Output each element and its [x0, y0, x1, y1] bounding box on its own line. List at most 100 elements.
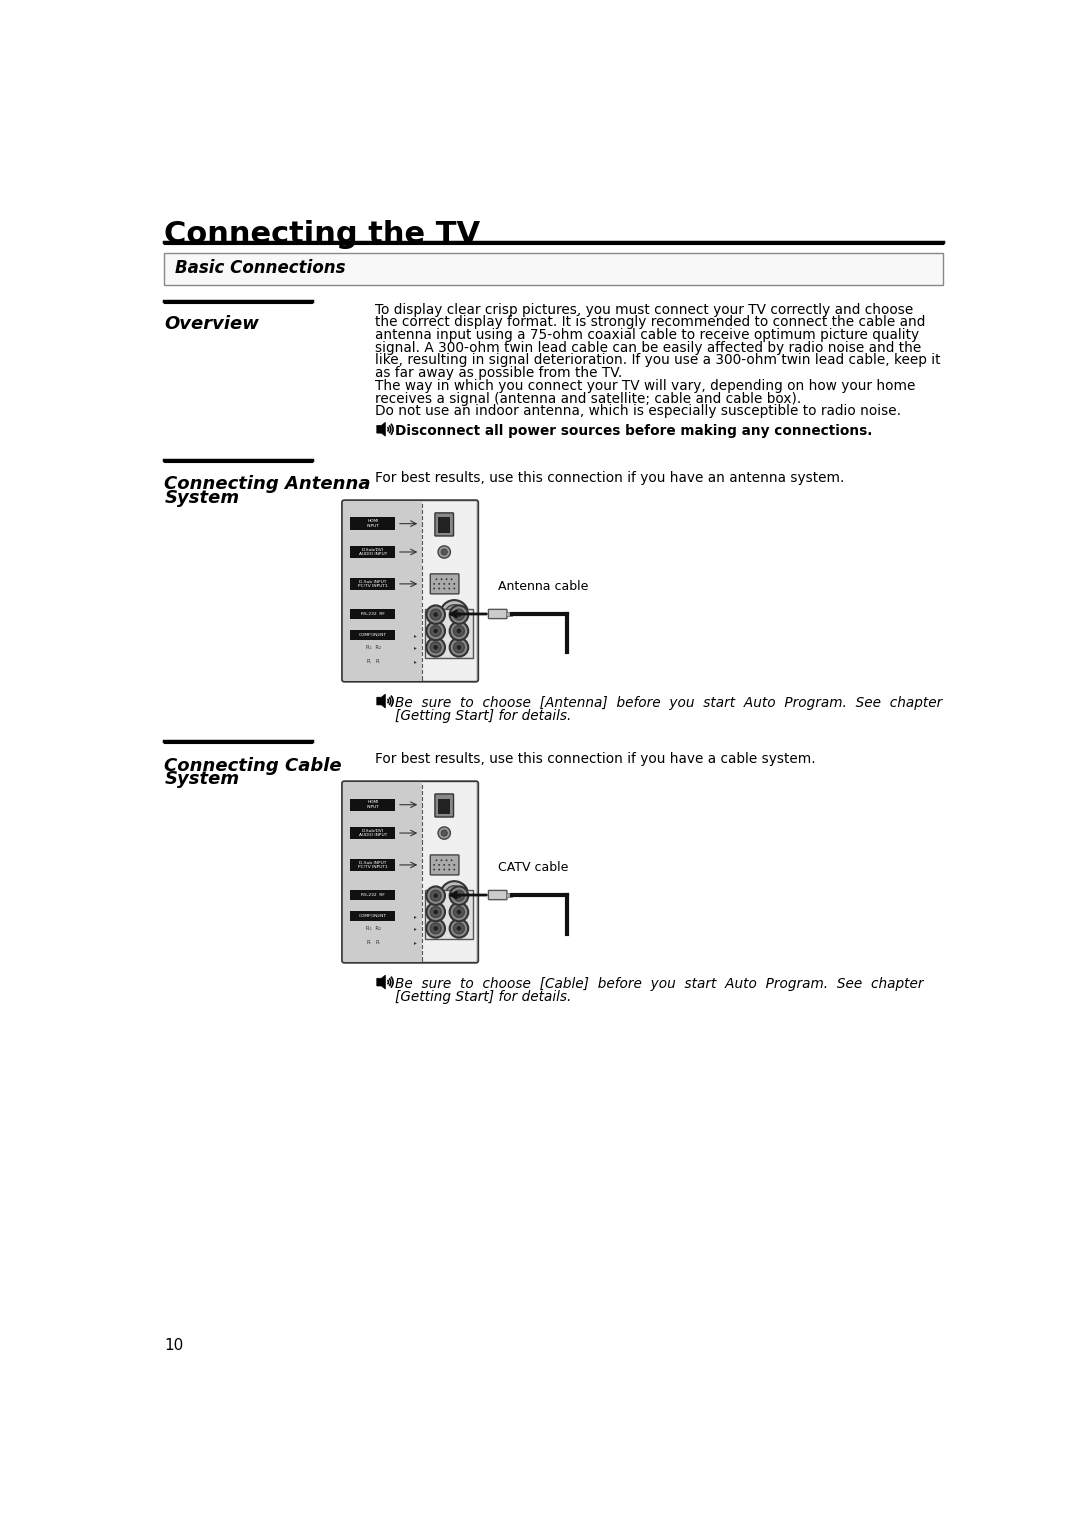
- Text: Be  sure  to  choose  [Cable]  before  you  start  Auto  Program.  See  chapter: Be sure to choose [Cable] before you sta…: [395, 977, 923, 991]
- FancyBboxPatch shape: [488, 890, 507, 899]
- Circle shape: [454, 588, 456, 589]
- Polygon shape: [377, 976, 386, 989]
- Circle shape: [445, 886, 463, 904]
- Bar: [507, 612, 512, 617]
- Bar: [164, 252, 943, 286]
- Text: System: System: [164, 489, 240, 507]
- Circle shape: [451, 892, 458, 898]
- Text: D-Sub/DVI
AUDIO INPUT: D-Sub/DVI AUDIO INPUT: [359, 829, 387, 837]
- Circle shape: [454, 609, 464, 620]
- Text: D-Sub INPUT
PC/TV INPUT1: D-Sub INPUT PC/TV INPUT1: [359, 861, 388, 869]
- FancyBboxPatch shape: [435, 513, 454, 536]
- Circle shape: [430, 892, 437, 899]
- Text: as far away as possible from the TV.: as far away as possible from the TV.: [375, 366, 622, 380]
- Circle shape: [443, 588, 445, 589]
- Text: For best results, use this connection if you have an antenna system.: For best results, use this connection if…: [375, 470, 845, 486]
- Circle shape: [449, 621, 469, 640]
- Text: ▸: ▸: [414, 913, 417, 919]
- Circle shape: [457, 629, 461, 634]
- Circle shape: [430, 609, 441, 620]
- Text: CATV cable: CATV cable: [499, 861, 569, 875]
- Circle shape: [438, 588, 441, 589]
- Circle shape: [449, 605, 469, 625]
- Circle shape: [441, 548, 447, 556]
- Text: HDMI
INPUT: HDMI INPUT: [366, 519, 379, 528]
- Bar: [350, 577, 395, 589]
- Polygon shape: [377, 423, 386, 437]
- FancyBboxPatch shape: [342, 782, 478, 964]
- Circle shape: [451, 611, 458, 617]
- Text: the correct display format. It is strongly recommended to connect the cable and: the correct display format. It is strong…: [375, 315, 926, 330]
- Circle shape: [427, 621, 445, 640]
- FancyBboxPatch shape: [435, 794, 454, 817]
- Circle shape: [449, 919, 469, 938]
- Bar: [507, 893, 512, 898]
- Text: Connecting the TV: Connecting the TV: [164, 220, 481, 249]
- Circle shape: [449, 902, 469, 921]
- Circle shape: [450, 579, 453, 580]
- Circle shape: [441, 881, 469, 909]
- Text: RS-232  RF: RS-232 RF: [361, 893, 384, 896]
- Circle shape: [430, 641, 441, 652]
- Polygon shape: [377, 695, 386, 709]
- Text: ▸: ▸: [414, 644, 417, 651]
- Text: To display clear crisp pictures, you must connect your TV correctly and choose: To display clear crisp pictures, you mus…: [375, 302, 914, 316]
- Circle shape: [430, 626, 441, 637]
- Text: antenna input using a 75-ohm coaxial cable to receive optimum picture quality: antenna input using a 75-ohm coaxial cab…: [375, 328, 919, 342]
- Bar: [424, 609, 473, 658]
- Text: D-Sub INPUT
PC/TV INPUT1: D-Sub INPUT PC/TV INPUT1: [359, 580, 388, 588]
- Circle shape: [454, 869, 456, 870]
- Text: Basic Connections: Basic Connections: [175, 258, 346, 276]
- Bar: [424, 890, 473, 939]
- Text: Overview: Overview: [164, 315, 259, 333]
- Text: COMPONENT: COMPONENT: [359, 634, 387, 637]
- Circle shape: [443, 864, 445, 866]
- Circle shape: [450, 860, 453, 861]
- Circle shape: [457, 910, 461, 915]
- Circle shape: [441, 831, 447, 837]
- Bar: [422, 783, 476, 960]
- Circle shape: [446, 860, 447, 861]
- Circle shape: [438, 869, 441, 870]
- Bar: [350, 609, 395, 618]
- Text: R   R: R R: [367, 660, 380, 664]
- Circle shape: [448, 588, 450, 589]
- Circle shape: [454, 583, 456, 585]
- Text: Connecting Antenna: Connecting Antenna: [164, 475, 370, 493]
- Circle shape: [457, 612, 461, 617]
- Circle shape: [433, 869, 435, 870]
- Text: signal. A 300-ohm twin lead cable can be easily affected by radio noise and the: signal. A 300-ohm twin lead cable can be…: [375, 341, 921, 354]
- Bar: [350, 799, 395, 811]
- Text: RS-232  RF: RS-232 RF: [361, 612, 384, 615]
- Circle shape: [430, 907, 441, 918]
- Circle shape: [438, 583, 441, 585]
- FancyBboxPatch shape: [342, 501, 478, 683]
- FancyBboxPatch shape: [430, 855, 459, 875]
- Circle shape: [445, 605, 463, 623]
- Text: ▸: ▸: [414, 632, 417, 638]
- Circle shape: [438, 828, 450, 840]
- Circle shape: [435, 860, 437, 861]
- Bar: [438, 799, 450, 814]
- Circle shape: [454, 890, 464, 901]
- Bar: [350, 828, 395, 840]
- Circle shape: [435, 579, 437, 580]
- Text: 10: 10: [164, 1338, 184, 1353]
- Bar: [350, 858, 395, 870]
- Circle shape: [430, 922, 441, 935]
- Text: ▸: ▸: [414, 660, 417, 664]
- Circle shape: [433, 864, 435, 866]
- Circle shape: [433, 629, 438, 634]
- Text: R   R: R R: [367, 941, 380, 945]
- Circle shape: [427, 887, 445, 906]
- Text: Disconnect all power sources before making any connections.: Disconnect all power sources before maki…: [395, 425, 873, 438]
- Bar: [422, 502, 476, 680]
- Circle shape: [427, 605, 445, 625]
- FancyBboxPatch shape: [488, 609, 507, 618]
- Text: Be  sure  to  choose  [Antenna]  before  you  start  Auto  Program.  See  chapte: Be sure to choose [Antenna] before you s…: [395, 696, 943, 710]
- Circle shape: [438, 545, 450, 559]
- Circle shape: [449, 887, 469, 906]
- Circle shape: [443, 869, 445, 870]
- Text: R₁  R₂: R₁ R₂: [366, 644, 381, 651]
- Circle shape: [441, 860, 443, 861]
